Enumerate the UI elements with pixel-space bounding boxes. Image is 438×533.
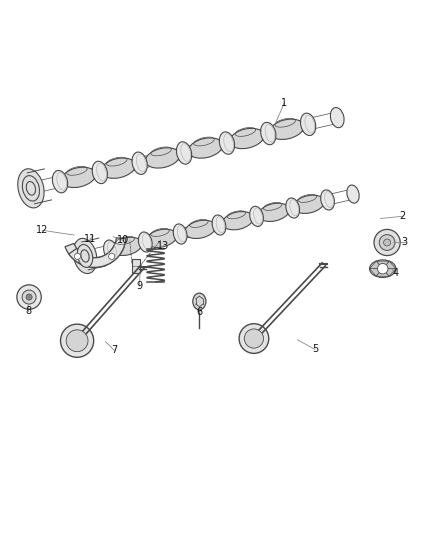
Ellipse shape <box>250 206 263 227</box>
Text: 13: 13 <box>157 241 170 251</box>
Polygon shape <box>383 261 396 269</box>
Polygon shape <box>376 261 389 269</box>
Ellipse shape <box>132 152 147 174</box>
Ellipse shape <box>104 240 117 260</box>
Polygon shape <box>370 261 383 269</box>
Ellipse shape <box>145 148 180 168</box>
Ellipse shape <box>53 171 67 193</box>
Circle shape <box>109 253 115 260</box>
Circle shape <box>17 285 41 309</box>
Wedge shape <box>65 244 124 268</box>
Text: 5: 5 <box>312 344 318 354</box>
Polygon shape <box>383 269 396 276</box>
Ellipse shape <box>219 132 235 154</box>
Bar <box>132 259 140 273</box>
Ellipse shape <box>330 108 344 128</box>
Ellipse shape <box>230 128 264 149</box>
Circle shape <box>244 329 264 348</box>
Ellipse shape <box>193 293 206 310</box>
Ellipse shape <box>138 232 152 252</box>
Text: 9: 9 <box>137 281 143 291</box>
Text: 12: 12 <box>36 225 48 235</box>
Ellipse shape <box>212 215 226 235</box>
Text: 4: 4 <box>393 268 399 278</box>
Ellipse shape <box>73 238 97 273</box>
Text: 11: 11 <box>84 234 96 244</box>
Ellipse shape <box>269 119 304 140</box>
Text: 10: 10 <box>117 235 129 245</box>
Ellipse shape <box>111 237 142 255</box>
Text: 8: 8 <box>25 306 31 316</box>
Ellipse shape <box>300 113 316 135</box>
Circle shape <box>60 324 94 357</box>
Polygon shape <box>376 269 389 276</box>
Ellipse shape <box>173 224 187 244</box>
Circle shape <box>384 239 391 246</box>
Wedge shape <box>69 238 126 268</box>
Ellipse shape <box>146 229 177 247</box>
Text: 2: 2 <box>399 211 406 221</box>
Circle shape <box>239 324 269 353</box>
Ellipse shape <box>185 220 215 238</box>
Text: 1: 1 <box>282 98 288 108</box>
Ellipse shape <box>18 169 44 208</box>
Circle shape <box>374 229 400 256</box>
Ellipse shape <box>286 198 300 218</box>
Circle shape <box>378 263 388 274</box>
Ellipse shape <box>61 167 95 188</box>
Ellipse shape <box>223 212 253 230</box>
Ellipse shape <box>188 138 223 158</box>
Ellipse shape <box>347 185 359 203</box>
Ellipse shape <box>92 161 107 183</box>
Circle shape <box>26 294 32 300</box>
Text: 3: 3 <box>402 238 408 247</box>
Ellipse shape <box>81 250 89 262</box>
Ellipse shape <box>26 182 35 195</box>
Ellipse shape <box>22 175 39 201</box>
Ellipse shape <box>177 142 192 164</box>
Ellipse shape <box>293 195 324 213</box>
Circle shape <box>74 253 81 260</box>
Circle shape <box>66 330 88 352</box>
Ellipse shape <box>321 190 334 210</box>
Polygon shape <box>370 269 383 276</box>
Ellipse shape <box>258 203 290 222</box>
Ellipse shape <box>77 245 93 268</box>
Text: 6: 6 <box>196 308 202 317</box>
Ellipse shape <box>101 158 135 179</box>
Ellipse shape <box>261 123 276 145</box>
Text: 7: 7 <box>111 345 117 356</box>
Circle shape <box>379 235 395 251</box>
Circle shape <box>22 290 36 304</box>
